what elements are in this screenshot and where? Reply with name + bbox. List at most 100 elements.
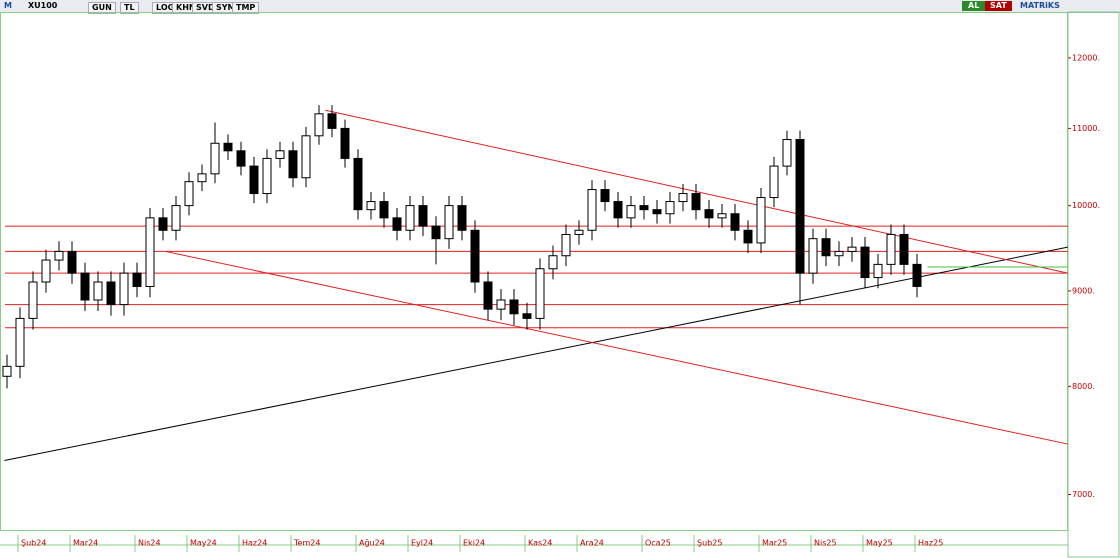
candle-body: [782, 139, 792, 167]
candle-body: [574, 229, 584, 235]
y-tick-label: 12000.: [1072, 53, 1100, 62]
plot-frame: [0, 12, 1068, 531]
candle-body: [41, 259, 51, 283]
x-tick-label: Tem24: [293, 539, 320, 548]
candle-body: [15, 317, 25, 367]
candle-body: [665, 201, 675, 215]
y-tick-label: 9000.: [1072, 286, 1095, 295]
candle-body: [860, 246, 870, 279]
candle-body: [340, 127, 350, 159]
logo: M: [4, 1, 12, 10]
candle-body: [171, 205, 181, 231]
candle-body: [392, 217, 402, 231]
candle-body: [106, 281, 116, 306]
candle-body: [613, 201, 623, 219]
candle-body: [119, 272, 129, 306]
candle-body: [886, 233, 896, 265]
candle-body: [418, 205, 428, 227]
trend-line: [165, 250, 1068, 445]
candle-body: [67, 250, 77, 274]
candle-body: [743, 229, 753, 244]
candle-body: [691, 193, 701, 211]
candle-body: [626, 205, 636, 219]
candle-body: [249, 165, 259, 195]
candle-body: [717, 213, 727, 219]
x-tick-label: Oca25: [645, 539, 671, 548]
x-tick-label: Mar25: [762, 539, 787, 548]
candle-body: [522, 313, 532, 319]
candle-body: [262, 157, 272, 195]
toolbar-button[interactable]: LOG: [152, 2, 179, 14]
toolbar: M XU100 GUN TL LOG KHN SVD SYM TMP AL SAT MATR…: [0, 0, 1120, 14]
candle-body: [704, 209, 714, 219]
candle-body: [795, 139, 805, 274]
candle-body: [821, 238, 831, 257]
axis-frame: [1067, 11, 1120, 558]
toolbar-button[interactable]: TL: [120, 2, 139, 14]
candle-body: [288, 150, 298, 179]
candle-body: [28, 281, 38, 319]
candle-body: [756, 197, 766, 244]
x-tick-label: Haz25: [918, 539, 943, 548]
x-tick-label: Eki24: [463, 539, 485, 548]
x-tick-label: Şub24: [21, 539, 46, 548]
candle-body: [470, 229, 480, 283]
candle-body: [210, 142, 220, 175]
candle-body: [236, 150, 246, 167]
candle-body: [769, 165, 779, 199]
candle-body: [158, 217, 168, 231]
buy-button[interactable]: AL: [962, 1, 986, 11]
x-tick-label: Haz24: [242, 539, 267, 548]
candle-body: [184, 181, 194, 207]
candle-body: [327, 113, 337, 129]
x-tick-label: Ağu24: [359, 539, 385, 548]
symbol[interactable]: XU100: [28, 1, 58, 10]
toolbar-button[interactable]: TMP: [232, 2, 260, 14]
candle-body: [379, 201, 389, 219]
toolbar-button[interactable]: GUN: [88, 2, 116, 14]
candle-body: [847, 246, 857, 252]
trend-line: [4, 246, 1068, 462]
brand: MATRiKS: [1020, 1, 1060, 10]
candle-body: [899, 233, 909, 265]
x-tick-label: Nis25: [814, 539, 837, 548]
candle-body: [561, 233, 571, 257]
candle-body: [535, 268, 545, 319]
candle-body: [145, 217, 155, 287]
candle-body: [132, 272, 142, 287]
candle-body: [808, 238, 818, 274]
trend-line: [325, 109, 1068, 274]
candle-body: [444, 205, 454, 240]
candle-body: [93, 281, 103, 301]
candle-body: [678, 193, 688, 203]
candle-body: [873, 263, 883, 279]
candle-body: [314, 113, 324, 137]
x-tick-label: May24: [190, 539, 217, 548]
sell-button[interactable]: SAT: [985, 1, 1012, 11]
y-tick-label: 10000.: [1072, 201, 1100, 210]
candle-body: [431, 225, 441, 240]
x-tick-label: Kas24: [528, 539, 552, 548]
candle-body: [457, 205, 467, 231]
candle-body: [730, 213, 740, 231]
y-tick-label: 8000.: [1072, 382, 1095, 391]
candle-body: [54, 250, 64, 261]
candle-body: [496, 299, 506, 310]
x-tick-label: Nis24: [138, 539, 161, 548]
candle-body: [301, 135, 311, 179]
x-tick-label: May25: [866, 539, 893, 548]
y-tick-label: 7000.: [1072, 490, 1095, 499]
candle-body: [353, 157, 363, 211]
x-tick-label: Eyl24: [411, 539, 433, 548]
candle-body: [197, 173, 207, 183]
x-tick-label: Mar24: [73, 539, 98, 548]
x-tick-label: Ara24: [580, 539, 604, 548]
candle-body: [548, 255, 558, 270]
candle-body: [80, 272, 90, 301]
candle-body: [366, 201, 376, 211]
candle-body: [509, 299, 519, 315]
candle-body: [275, 150, 285, 159]
candle-body: [587, 189, 597, 231]
